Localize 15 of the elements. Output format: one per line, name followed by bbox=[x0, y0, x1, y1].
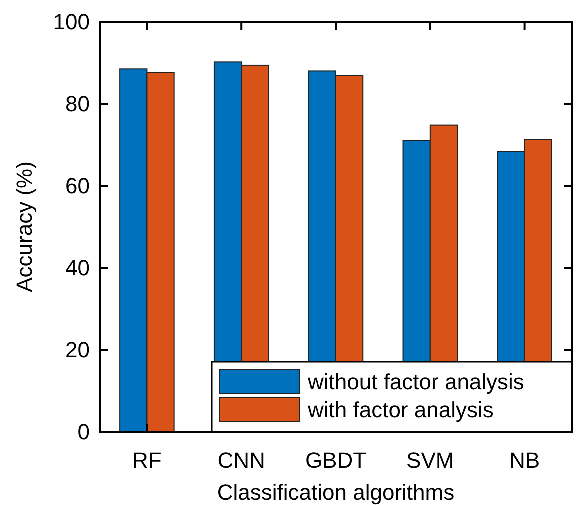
y-tick-label: 40 bbox=[66, 256, 90, 281]
y-tick-label: 20 bbox=[66, 338, 90, 363]
x-tick-label: SVM bbox=[406, 448, 454, 473]
y-tick-label: 80 bbox=[66, 92, 90, 117]
legend-label: with factor analysis bbox=[307, 398, 494, 423]
y-axis-title: Accuracy (%) bbox=[12, 162, 37, 292]
y-tick-label: 60 bbox=[66, 174, 90, 199]
y-tick-label: 0 bbox=[78, 420, 90, 445]
y-tick-label: 100 bbox=[53, 10, 90, 35]
x-tick-label: GBDT bbox=[305, 448, 367, 473]
x-tick-label: CNN bbox=[218, 448, 266, 473]
legend-label: without factor analysis bbox=[307, 370, 524, 395]
x-axis-title: Classification algorithms bbox=[217, 480, 455, 505]
x-tick-label: RF bbox=[132, 448, 162, 473]
x-tick-label: NB bbox=[510, 448, 540, 473]
